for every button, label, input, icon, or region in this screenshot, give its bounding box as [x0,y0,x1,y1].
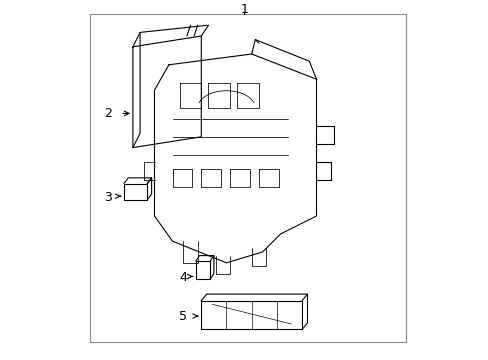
Text: 3: 3 [103,191,111,204]
Text: 4: 4 [179,271,187,284]
Text: 5: 5 [179,310,187,323]
Text: 2: 2 [103,107,111,120]
Bar [89,14,406,342]
Text: 1: 1 [240,3,248,15]
